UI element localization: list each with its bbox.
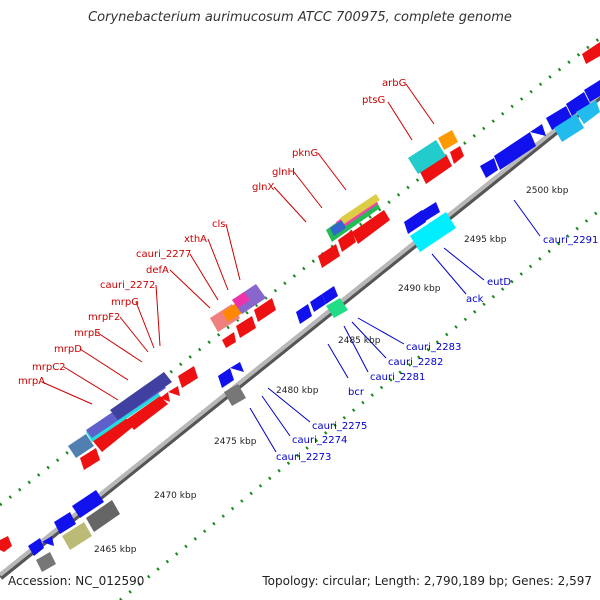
scale-label: 2500 kbp xyxy=(526,186,569,196)
gene-feature[interactable] xyxy=(230,362,244,372)
gene-label: cauri_2272 xyxy=(100,280,155,291)
scale-label: 2465 kbp xyxy=(94,545,137,555)
gene-feature[interactable] xyxy=(318,244,340,268)
gene-feature[interactable] xyxy=(480,158,498,178)
gene-feature[interactable] xyxy=(326,298,348,318)
gene-feature[interactable] xyxy=(62,522,92,550)
gene-feature[interactable] xyxy=(110,372,172,420)
gene-label: cauri_2283 xyxy=(406,342,461,353)
gene-feature[interactable] xyxy=(296,304,312,324)
forward-label-leaders xyxy=(41,83,435,405)
gene-label: glnX xyxy=(252,182,274,193)
gene-feature[interactable] xyxy=(410,212,456,252)
scale-label: 2480 kbp xyxy=(276,386,319,396)
gene-label: cauri_2281 xyxy=(370,372,425,383)
gene-feature[interactable] xyxy=(420,154,452,184)
gene-feature[interactable] xyxy=(72,490,104,518)
gene-label: mrpA xyxy=(18,376,45,387)
gene-feature[interactable] xyxy=(322,286,338,304)
gene-label: mrpG xyxy=(111,297,139,308)
gene-feature[interactable] xyxy=(330,220,346,236)
gene-feature[interactable] xyxy=(340,194,380,224)
gene-feature[interactable] xyxy=(178,366,198,388)
gene-feature[interactable] xyxy=(86,500,120,532)
gene-feature[interactable] xyxy=(576,100,600,124)
gene-feature[interactable] xyxy=(0,536,12,552)
gene-feature[interactable] xyxy=(224,384,246,406)
gene-feature[interactable] xyxy=(254,298,276,322)
gene-feature[interactable] xyxy=(450,146,464,164)
gene-label: cauri_2291 xyxy=(543,235,598,246)
gene-feature[interactable] xyxy=(160,392,170,402)
gene-feature[interactable] xyxy=(530,124,546,136)
gene-feature[interactable] xyxy=(80,448,100,470)
scale-label: 2490 kbp xyxy=(398,284,441,294)
gene-label: cls xyxy=(212,219,226,230)
gene-feature[interactable] xyxy=(236,316,256,338)
genome-backbone xyxy=(0,92,600,577)
gene-feature[interactable] xyxy=(232,292,250,308)
accession-text: Accession: NC_012590 xyxy=(8,574,145,588)
gene-label: glnH xyxy=(272,167,295,178)
inner-tick-track xyxy=(119,208,600,600)
gene-feature[interactable] xyxy=(404,210,426,234)
gene-label: ptsG xyxy=(362,95,385,106)
gene-feature[interactable] xyxy=(36,552,56,572)
gene-label: cauri_2275 xyxy=(312,421,367,432)
scale-label: 2495 kbp xyxy=(464,235,507,245)
scale-label: 2475 kbp xyxy=(214,437,257,447)
map-title: Corynebacterium aurimucosum ATCC 700975,… xyxy=(88,10,512,25)
gene-label: mrpD xyxy=(54,344,82,355)
gene-label: eutD xyxy=(487,277,511,288)
gene-feature[interactable] xyxy=(222,332,236,348)
gene-feature[interactable] xyxy=(582,42,600,64)
gene-feature[interactable] xyxy=(554,114,584,142)
gene-feature[interactable] xyxy=(68,434,94,458)
gene-feature[interactable] xyxy=(168,386,180,396)
gene-feature[interactable] xyxy=(566,92,590,116)
reverse-strand-genes xyxy=(28,80,600,572)
gene-feature[interactable] xyxy=(310,294,326,312)
gene-label: cauri_2274 xyxy=(292,435,347,446)
gene-label: ack xyxy=(466,294,484,305)
gene-label: mrpE xyxy=(74,328,101,339)
gene-feature[interactable] xyxy=(420,202,440,222)
gene-label: mrpF2 xyxy=(88,312,120,323)
gene-feature[interactable] xyxy=(438,130,458,150)
gene-feature[interactable] xyxy=(352,210,390,244)
gene-feature[interactable] xyxy=(408,140,446,174)
gene-feature[interactable] xyxy=(126,396,168,430)
scale-labels: 2465 kbp 2470 kbp 2475 kbp 2480 kbp 2485… xyxy=(94,186,569,555)
gene-feature[interactable] xyxy=(546,106,572,130)
gene-feature[interactable] xyxy=(28,538,44,556)
scale-label: 2470 kbp xyxy=(154,491,197,501)
reverse-label-leaders xyxy=(249,199,541,453)
gene-feature[interactable] xyxy=(218,368,234,388)
gene-label: xthA xyxy=(184,234,207,245)
genome-summary-text: Topology: circular; Length: 2,790,189 bp… xyxy=(262,574,592,588)
gene-label: mrpC2 xyxy=(32,362,66,373)
gene-feature[interactable] xyxy=(54,512,76,534)
gene-feature[interactable] xyxy=(494,132,536,170)
reverse-gene-labels: cauri_2273 cauri_2274 cauri_2275 bcr cau… xyxy=(276,235,598,463)
gene-feature[interactable] xyxy=(584,80,600,102)
forward-gene-labels: mrpA mrpC2 mrpD mrpE mrpF2 mrpG cauri_22… xyxy=(18,78,406,387)
gene-label: pknG xyxy=(292,148,318,159)
forward-colored-blocks xyxy=(68,130,458,458)
gene-label: cauri_2273 xyxy=(276,452,331,463)
gene-feature[interactable] xyxy=(338,230,356,252)
gene-feature[interactable] xyxy=(42,536,54,546)
gene-label: cauri_2282 xyxy=(388,357,443,368)
gene-feature[interactable] xyxy=(92,416,134,452)
gene-label: defA xyxy=(146,265,169,276)
gene-label: cauri_2277 xyxy=(136,249,191,260)
scale-label: 2485 kbp xyxy=(338,336,381,346)
gene-label: bcr xyxy=(348,387,365,398)
gene-label: arbG xyxy=(382,78,406,89)
forward-strand-genes xyxy=(0,42,600,552)
